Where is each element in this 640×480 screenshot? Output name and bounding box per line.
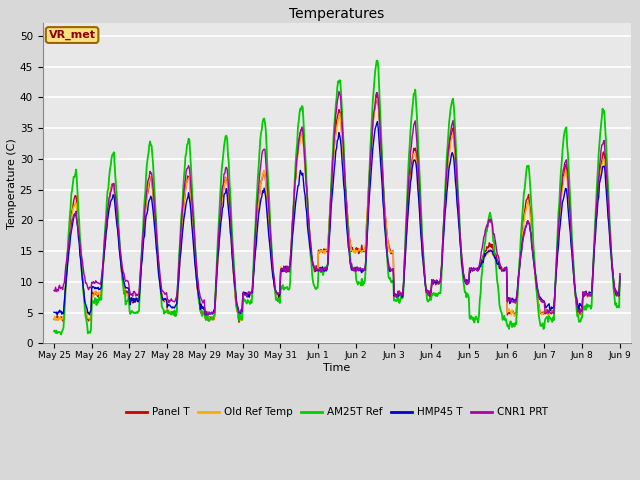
X-axis label: Time: Time <box>323 363 351 373</box>
Y-axis label: Temperature (C): Temperature (C) <box>7 138 17 229</box>
Legend: Panel T, Old Ref Temp, AM25T Ref, HMP45 T, CNR1 PRT: Panel T, Old Ref Temp, AM25T Ref, HMP45 … <box>122 403 552 421</box>
Title: Temperatures: Temperatures <box>289 7 385 21</box>
Text: VR_met: VR_met <box>49 30 95 40</box>
